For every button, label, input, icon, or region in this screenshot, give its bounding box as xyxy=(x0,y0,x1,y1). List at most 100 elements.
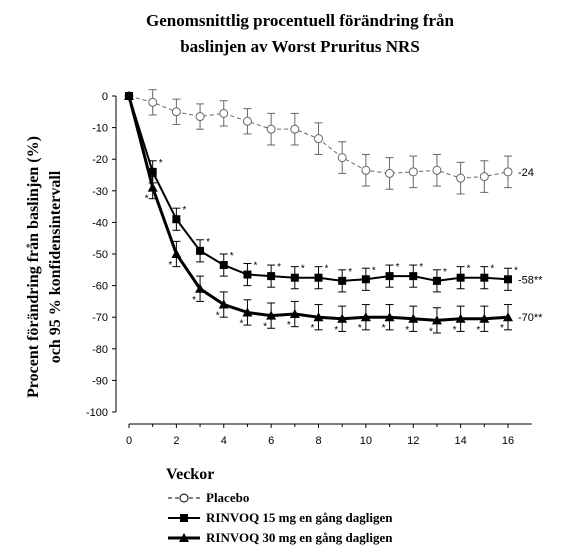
series-end-label: -24 xyxy=(518,167,534,179)
data-point xyxy=(361,165,371,175)
legend-item-placebo: Placebo xyxy=(166,488,392,508)
chart-axes: 0 -10 -20 -30 -40 -50 -60 -70 -80 -90 -100 0 2 4 6 8 10 1… xyxy=(86,91,532,447)
data-point xyxy=(147,182,158,192)
data-point xyxy=(504,275,512,284)
data-point xyxy=(148,97,158,107)
data-point xyxy=(266,310,277,320)
x-tick-label: 10 xyxy=(360,435,372,447)
significance-marker: * xyxy=(405,325,409,336)
x-axis-label: Veckor xyxy=(166,466,215,483)
data-point xyxy=(290,124,300,134)
significance-marker: * xyxy=(443,267,447,278)
data-point xyxy=(313,312,324,322)
significance-marker: * xyxy=(325,264,329,275)
data-point xyxy=(409,272,418,281)
data-point xyxy=(408,313,419,323)
significance-marker: * xyxy=(216,311,220,322)
y-tick-label: -40 xyxy=(92,217,108,229)
data-point xyxy=(148,167,157,176)
data-point xyxy=(172,215,181,224)
y-tick-label: -50 xyxy=(92,249,108,261)
x-tick-label: 14 xyxy=(455,435,467,447)
significance-marker: * xyxy=(358,323,362,334)
x-tick-label: 2 xyxy=(173,435,179,447)
y-tick-label: -100 xyxy=(86,407,108,419)
data-point xyxy=(242,116,252,126)
data-point xyxy=(337,313,348,323)
legend-item-rinvoq-15: RINVOQ 15 mg en gång dagligen xyxy=(166,508,392,528)
data-point xyxy=(385,272,394,281)
data-point xyxy=(384,312,395,322)
chart-title: Genomsnittlig procentuell förändring frå… xyxy=(90,8,510,60)
data-point xyxy=(314,134,323,144)
data-point xyxy=(361,275,370,284)
x-tick-label: 4 xyxy=(221,435,227,447)
data-point xyxy=(219,108,229,118)
data-point xyxy=(171,107,181,117)
significance-marker: * xyxy=(263,322,267,333)
series-end-label: -58** xyxy=(518,274,543,286)
data-point xyxy=(124,91,134,100)
significance-marker: * xyxy=(453,325,457,336)
filled-square-marker-icon xyxy=(168,514,200,522)
significance-marker: * xyxy=(277,262,281,273)
data-point xyxy=(408,167,418,177)
data-point xyxy=(267,272,276,281)
significance-marker: * xyxy=(429,326,433,337)
series-1: -24 xyxy=(124,89,534,195)
data-point xyxy=(456,273,465,282)
x-tick-label: 16 xyxy=(502,435,514,447)
data-point xyxy=(456,173,466,183)
x-tick-label: 8 xyxy=(315,435,321,447)
significance-marker: * xyxy=(348,267,352,278)
significance-marker: * xyxy=(382,323,386,334)
chart-series: -24***** * * * * * * * * * * *-58******* * * * * * * * * * * *… xyxy=(124,89,543,337)
data-point xyxy=(503,167,513,177)
significance-marker: * xyxy=(230,251,234,262)
data-point xyxy=(338,276,347,285)
data-point xyxy=(195,283,206,293)
data-point xyxy=(242,307,253,317)
data-point xyxy=(290,273,299,282)
data-point xyxy=(385,168,395,178)
data-point xyxy=(266,124,276,134)
x-tick-label: 6 xyxy=(268,435,274,447)
data-point xyxy=(195,112,205,122)
significance-marker: * xyxy=(396,262,400,273)
y-tick-label: -20 xyxy=(92,154,108,166)
legend-item-rinvoq-30: RINVOQ 30 mg en gång dagligen xyxy=(166,528,392,548)
data-point xyxy=(480,273,489,282)
significance-marker: * xyxy=(206,237,210,248)
data-point xyxy=(196,246,205,255)
filled-triangle-marker-icon xyxy=(168,533,200,542)
y-tick-label: -90 xyxy=(92,375,108,387)
significance-marker: * xyxy=(311,323,315,334)
data-point xyxy=(432,165,442,175)
data-point xyxy=(360,312,371,322)
chart-title-line-1: Genomsnittlig procentuell förändring frå… xyxy=(145,11,455,30)
y-tick-label: -10 xyxy=(92,123,108,135)
data-point xyxy=(455,313,466,323)
significance-marker: * xyxy=(372,265,376,276)
data-point xyxy=(218,299,229,309)
significance-marker: * xyxy=(514,265,518,276)
significance-marker: * xyxy=(490,264,494,275)
data-point xyxy=(289,309,300,319)
data-point xyxy=(219,261,228,270)
legend-label-placebo: Placebo xyxy=(206,490,250,505)
data-point xyxy=(503,312,513,322)
open-circle-marker-icon xyxy=(168,493,200,503)
y-tick-label: -80 xyxy=(92,344,108,356)
significance-marker: * xyxy=(159,158,163,169)
data-point xyxy=(314,273,323,282)
legend-label-rinvoq-30: RINVOQ 30 mg en gång dagligen xyxy=(206,530,393,545)
data-point xyxy=(479,172,489,182)
data-point xyxy=(431,315,442,325)
y-tick-label: 0 xyxy=(102,91,108,103)
significance-marker: * xyxy=(500,323,504,334)
y-tick-label: -60 xyxy=(92,281,108,293)
significance-marker: * xyxy=(419,262,423,273)
chart-title-line-2: baslinjen av Worst Pruritus NRS xyxy=(180,37,420,56)
significance-marker: * xyxy=(168,260,172,271)
